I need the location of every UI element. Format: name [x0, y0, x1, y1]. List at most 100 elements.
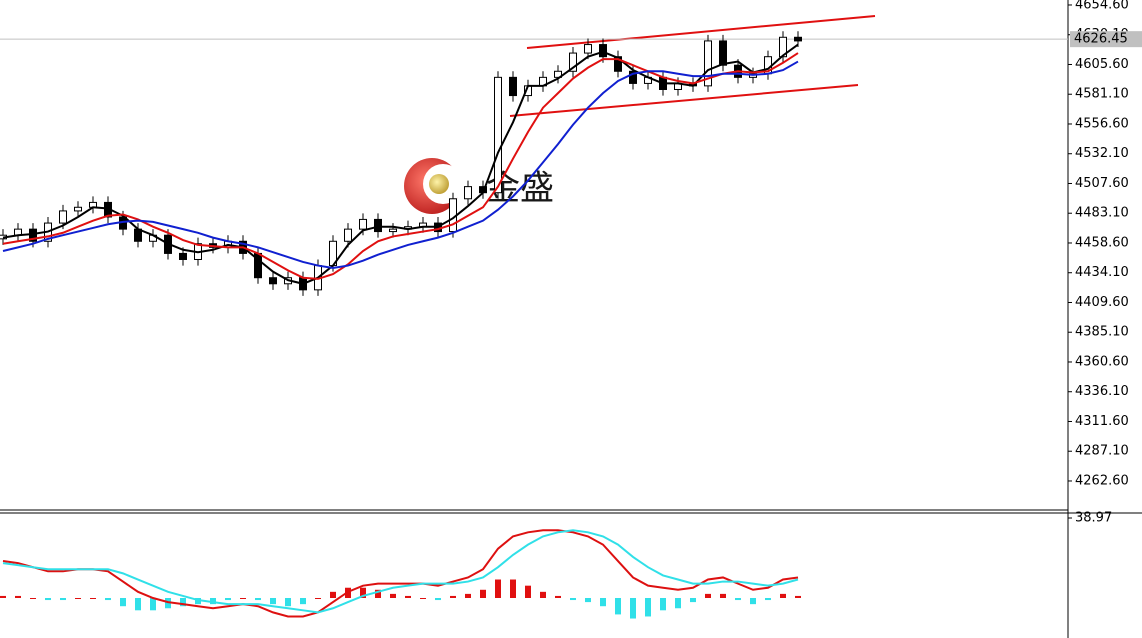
- histogram-bar: [405, 595, 411, 598]
- histogram-bar: [720, 593, 726, 598]
- y-tick-label: 4581.10: [1075, 87, 1129, 102]
- y-tick-label: 4605.60: [1075, 57, 1129, 72]
- histogram-bar: [420, 597, 426, 599]
- candle-body: [614, 56, 622, 72]
- candle-body: [74, 206, 82, 212]
- histogram-bar: [360, 587, 366, 598]
- candle-body: [464, 186, 472, 200]
- histogram-bar: [300, 597, 306, 605]
- histogram-bar: [525, 585, 531, 598]
- candle-body: [509, 76, 517, 97]
- histogram-bar: [60, 597, 66, 601]
- histogram-bar: [285, 597, 291, 607]
- histogram-bar: [390, 593, 396, 598]
- histogram-bar: [105, 597, 111, 601]
- histogram-bar: [90, 597, 96, 599]
- candle-body: [629, 70, 637, 84]
- histogram-bar: [705, 593, 711, 598]
- y-tick-label: 4336.10: [1075, 384, 1129, 399]
- histogram-bar: [75, 597, 81, 599]
- histogram-bar: [795, 595, 801, 598]
- histogram-bar: [510, 579, 516, 598]
- y-tick-label: 4556.60: [1075, 116, 1129, 131]
- y-tick-label: 4458.60: [1075, 235, 1129, 250]
- histogram-bar: [165, 597, 171, 609]
- histogram-bar: [480, 589, 486, 598]
- candle-body: [794, 36, 802, 42]
- y-tick-label: 4385.10: [1075, 325, 1129, 340]
- histogram-bar: [780, 593, 786, 598]
- histogram-bar: [675, 597, 681, 609]
- histogram-bar: [750, 597, 756, 605]
- y-tick-label: 4409.60: [1075, 295, 1129, 310]
- candle-body: [719, 40, 727, 66]
- histogram-bar: [465, 593, 471, 598]
- histogram-bar: [540, 591, 546, 598]
- histogram-bar: [240, 597, 246, 599]
- candle-body: [569, 52, 577, 72]
- y-tick-label: 38.97: [1075, 510, 1112, 525]
- histogram-bar: [450, 595, 456, 598]
- histogram-bar: [630, 597, 636, 619]
- last-price-box: [1070, 31, 1142, 48]
- histogram-bar: [435, 597, 441, 601]
- logo: 金盛: [404, 158, 554, 214]
- histogram-bar: [315, 597, 321, 599]
- y-tick-label: 4311.60: [1075, 414, 1129, 429]
- y-tick-label: 4654.60: [1075, 0, 1129, 12]
- candle-body: [179, 252, 187, 260]
- candle-body: [269, 277, 277, 285]
- histogram-bar: [120, 597, 126, 607]
- indicator-line: [2, 529, 799, 614]
- histogram-bar: [615, 597, 621, 615]
- candle-body: [359, 218, 367, 230]
- histogram-bar: [570, 597, 576, 601]
- histogram-bar: [0, 595, 6, 598]
- candle-body: [584, 44, 592, 54]
- y-tick-label: 4434.10: [1075, 265, 1129, 280]
- moving-average: [2, 60, 799, 270]
- histogram-bar: [555, 595, 561, 598]
- histogram-bar: [195, 597, 201, 605]
- y-tick-label: 4287.10: [1075, 444, 1129, 459]
- histogram-bar: [210, 597, 216, 605]
- histogram-bar: [180, 597, 186, 607]
- channel-bottom: [509, 84, 859, 117]
- y-tick-label: 4262.60: [1075, 473, 1129, 488]
- y-tick-label: 4360.60: [1075, 354, 1129, 369]
- candle-body: [59, 210, 67, 224]
- histogram-bar: [270, 597, 276, 605]
- histogram-bar: [255, 597, 261, 601]
- histogram-bar: [600, 597, 606, 607]
- indicator-line: [2, 529, 799, 618]
- histogram-bar: [495, 579, 501, 598]
- y-tick-label: 4532.10: [1075, 146, 1129, 161]
- candle-body: [704, 40, 712, 87]
- histogram-bar: [735, 597, 741, 601]
- histogram-bar: [225, 597, 231, 601]
- histogram-bar: [645, 597, 651, 617]
- candle-body: [344, 228, 352, 242]
- candle-body: [374, 218, 382, 233]
- histogram-bar: [330, 591, 336, 598]
- y-tick-label: 4483.10: [1075, 206, 1129, 221]
- histogram-bar: [765, 597, 771, 601]
- histogram-bar: [150, 597, 156, 611]
- histogram-bar: [375, 589, 381, 598]
- histogram-bar: [660, 597, 666, 611]
- histogram-bar: [135, 597, 141, 611]
- histogram-bar: [585, 597, 591, 603]
- moving-average: [2, 52, 799, 280]
- moving-average: [2, 43, 799, 285]
- histogram-bar: [690, 597, 696, 603]
- histogram-bar: [45, 597, 51, 601]
- candle-body: [389, 228, 397, 233]
- candle-body: [599, 44, 607, 58]
- channel-top: [526, 15, 876, 49]
- candle-body: [494, 76, 502, 194]
- histogram-bar: [15, 595, 21, 598]
- histogram-bar: [30, 597, 36, 599]
- last-price-label: 4626.45: [1074, 32, 1128, 47]
- y-tick-label: 4507.60: [1075, 176, 1129, 191]
